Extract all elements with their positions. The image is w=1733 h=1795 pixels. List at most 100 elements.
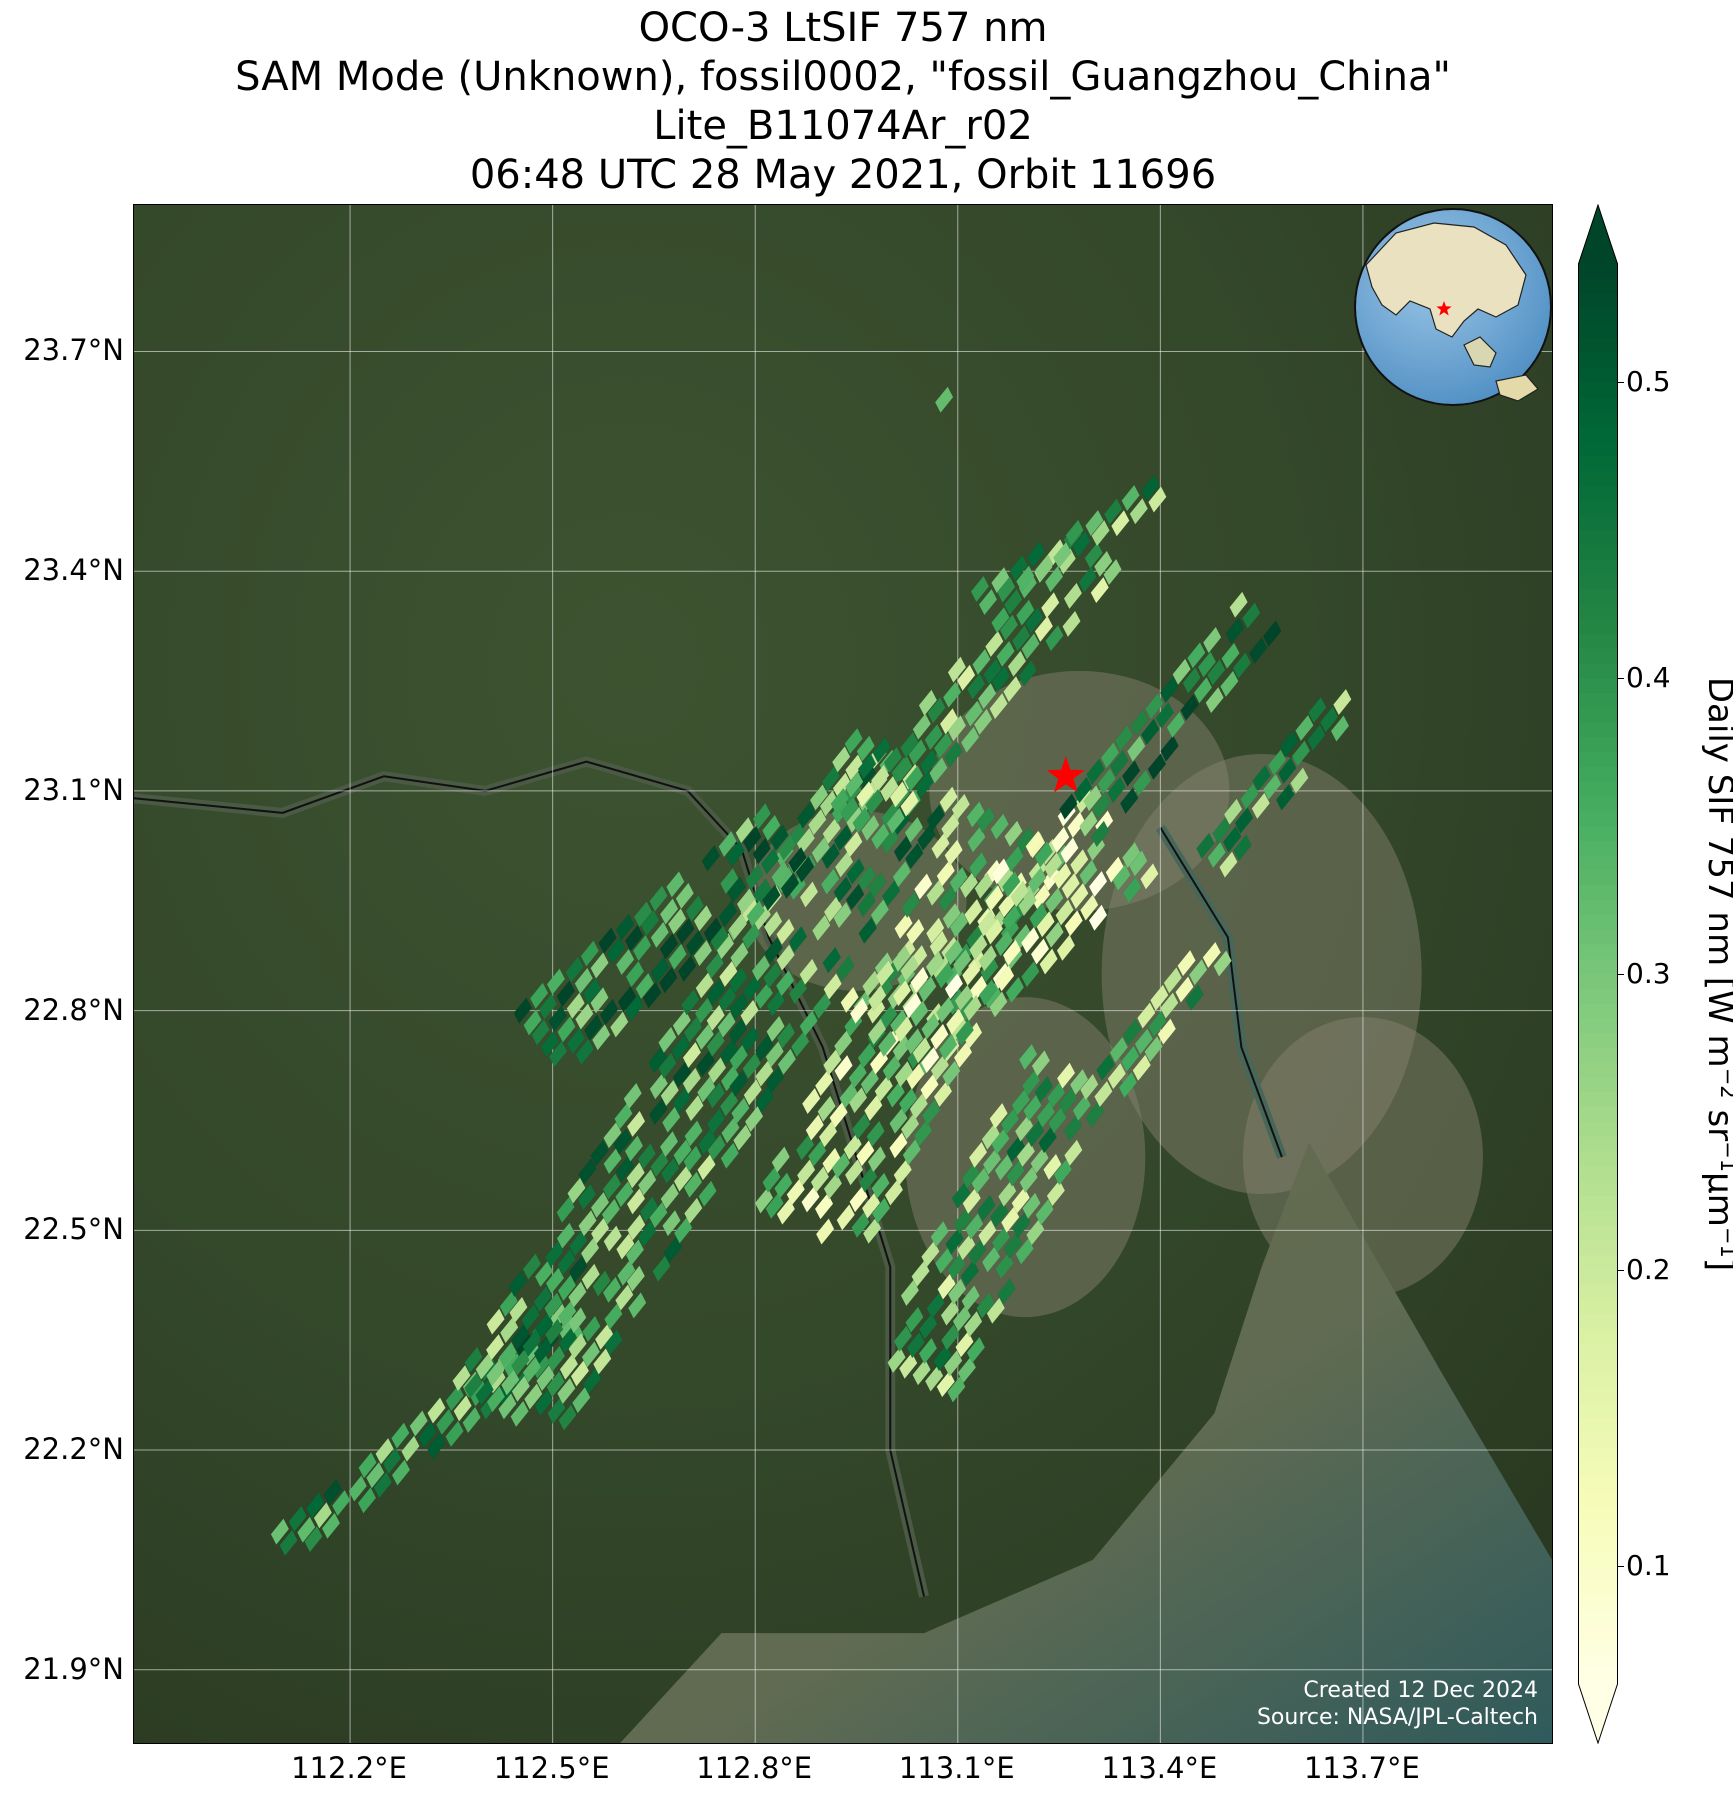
sif-footprint[interactable] — [796, 1159, 816, 1186]
sif-footprint[interactable] — [697, 1153, 716, 1181]
sif-footprint[interactable] — [375, 1437, 394, 1465]
sif-footprint[interactable] — [978, 979, 998, 1006]
sif-footprint[interactable] — [1159, 676, 1179, 704]
sif-footprint[interactable] — [1182, 666, 1201, 694]
sif-footprint[interactable] — [740, 999, 759, 1027]
sif-footprint[interactable] — [868, 871, 887, 899]
sif-footprint[interactable] — [1205, 686, 1224, 714]
sif-footprint[interactable] — [942, 902, 961, 930]
sif-footprint[interactable] — [870, 764, 890, 792]
sif-footprint[interactable] — [1229, 591, 1248, 619]
sif-footprint[interactable] — [927, 696, 946, 724]
sif-footprint[interactable] — [795, 1133, 815, 1161]
sif-footprint[interactable] — [1000, 1206, 1020, 1234]
sif-footprint[interactable] — [1020, 926, 1040, 954]
sif-footprint[interactable] — [967, 826, 986, 854]
sif-footprint[interactable] — [822, 817, 841, 845]
sif-footprint[interactable] — [849, 1185, 868, 1213]
sif-footprint[interactable] — [964, 700, 984, 728]
sif-footprint[interactable] — [706, 1082, 726, 1109]
sif-footprint[interactable] — [1079, 810, 1098, 838]
sif-footprint[interactable] — [659, 1130, 679, 1158]
sif-footprint[interactable] — [1248, 637, 1268, 664]
sif-footprint[interactable] — [270, 1518, 290, 1546]
sif-footprint[interactable] — [558, 1326, 578, 1354]
sif-footprint[interactable] — [736, 887, 756, 915]
sif-footprint[interactable] — [744, 1105, 764, 1133]
sif-footprint[interactable] — [912, 1358, 931, 1386]
sif-footprint[interactable] — [795, 856, 815, 883]
sif-footprint[interactable] — [851, 1113, 871, 1140]
sif-footprint[interactable] — [626, 1110, 646, 1138]
sif-footprint[interactable] — [1053, 1158, 1073, 1186]
sif-footprint[interactable] — [391, 1459, 411, 1486]
sif-footprint[interactable] — [834, 850, 854, 878]
sif-footprint[interactable] — [933, 731, 953, 759]
sif-footprint[interactable] — [978, 588, 998, 616]
sif-footprint[interactable] — [1023, 1094, 1042, 1122]
sif-footprint[interactable] — [953, 1207, 973, 1235]
sif-footprint[interactable] — [746, 900, 766, 927]
sif-footprint[interactable] — [581, 1340, 601, 1368]
sif-footprint[interactable] — [1120, 1045, 1140, 1073]
sif-footprint[interactable] — [929, 930, 949, 958]
sif-footprint[interactable] — [730, 941, 749, 969]
sif-footprint[interactable] — [754, 982, 774, 1010]
sif-footprint[interactable] — [799, 881, 819, 908]
sif-footprint[interactable] — [603, 1147, 622, 1175]
sif-footprint[interactable] — [870, 898, 890, 926]
sif-footprint[interactable] — [1291, 740, 1311, 767]
sif-footprint[interactable] — [776, 1198, 796, 1226]
sif-footprint[interactable] — [961, 1284, 980, 1312]
sif-footprint[interactable] — [940, 1299, 960, 1327]
sif-footprint[interactable] — [983, 658, 1002, 686]
sif-footprint[interactable] — [445, 1384, 465, 1412]
sif-footprint[interactable] — [660, 1157, 680, 1185]
sif-footprint[interactable] — [685, 894, 705, 922]
sif-footprint[interactable] — [861, 814, 880, 842]
sif-footprint[interactable] — [391, 1422, 410, 1450]
sif-footprint[interactable] — [1175, 976, 1194, 1003]
sif-footprint[interactable] — [904, 842, 924, 870]
sif-footprint[interactable] — [548, 1040, 568, 1068]
sif-footprint[interactable] — [1177, 949, 1196, 977]
sif-footprint[interactable] — [966, 801, 985, 828]
sif-footprint[interactable] — [1109, 1036, 1129, 1064]
sif-footprint[interactable] — [728, 1018, 748, 1046]
sif-footprint[interactable] — [510, 1400, 529, 1428]
sif-footprint[interactable] — [823, 1048, 842, 1076]
sif-footprint[interactable] — [985, 630, 1004, 658]
sif-footprint[interactable] — [650, 921, 670, 949]
sif-footprint[interactable] — [418, 1421, 437, 1449]
sif-footprint[interactable] — [706, 1107, 726, 1135]
sif-footprint[interactable] — [534, 1260, 554, 1288]
sif-footprint[interactable] — [913, 873, 933, 901]
sif-footprint[interactable] — [978, 1219, 997, 1247]
sif-footprint[interactable] — [1140, 862, 1159, 890]
sif-footprint[interactable] — [684, 1120, 703, 1147]
sif-footprint[interactable] — [1119, 787, 1139, 815]
sif-footprint[interactable] — [701, 844, 721, 872]
sif-footprint[interactable] — [997, 1278, 1016, 1305]
sif-footprint[interactable] — [623, 1082, 642, 1110]
sif-footprint[interactable] — [534, 1312, 554, 1340]
sif-footprint[interactable] — [649, 1201, 668, 1229]
sif-footprint[interactable] — [626, 1161, 646, 1189]
sif-footprint[interactable] — [546, 1370, 565, 1398]
sif-footprint[interactable] — [762, 1166, 781, 1194]
sif-footprint[interactable] — [874, 1075, 894, 1103]
sif-footprint[interactable] — [1002, 870, 1021, 898]
sif-footprint[interactable] — [936, 859, 956, 887]
sif-footprint[interactable] — [445, 1420, 464, 1448]
sif-footprint[interactable] — [1006, 1135, 1025, 1163]
sif-footprint[interactable] — [508, 1270, 528, 1298]
sif-footprint[interactable] — [706, 1030, 725, 1058]
sif-footprint[interactable] — [1140, 718, 1160, 746]
sif-footprint[interactable] — [577, 1183, 597, 1211]
sif-footprint[interactable] — [1021, 1069, 1041, 1097]
sif-footprint[interactable] — [1024, 606, 1044, 634]
sif-footprint[interactable] — [640, 909, 660, 937]
sif-footprint[interactable] — [961, 959, 981, 987]
sif-footprint[interactable] — [1155, 701, 1175, 729]
sif-footprint[interactable] — [921, 1099, 941, 1127]
